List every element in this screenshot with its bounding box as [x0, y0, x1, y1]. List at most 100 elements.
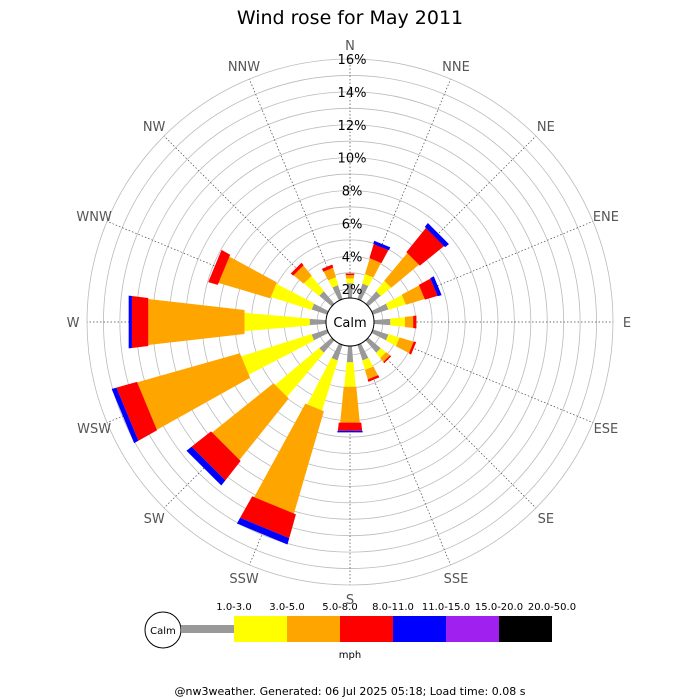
compass-label-nne: NNE	[442, 60, 470, 75]
legend-bin-label-2: 5.0-8.0	[322, 602, 357, 613]
calm-label: Calm	[333, 316, 366, 331]
petal-n-bin-0	[346, 283, 354, 299]
compass-label-nnw: NNW	[228, 60, 260, 75]
compass-label-ne: NE	[537, 120, 555, 135]
footer-text: @nw3weather. Generated: 06 Jul 2025 05:1…	[175, 685, 526, 698]
petal-s-bin-1	[344, 362, 356, 387]
petal-se-bin-0	[365, 337, 381, 353]
compass-label-ene: ENE	[593, 210, 619, 225]
petal-s-bin-0	[346, 345, 354, 363]
legend-swatch-6	[499, 616, 552, 642]
legend-swatch-1	[234, 616, 287, 642]
petal-ene-bin-2	[401, 285, 425, 305]
legend-swatch-5	[446, 616, 499, 642]
petal-ssw-bin-2	[254, 403, 324, 514]
compass-label-se: SE	[538, 512, 554, 527]
compass-label-sse: SSE	[444, 572, 469, 587]
petal-w-bin-0	[309, 318, 327, 326]
petal-wnw-bin-0	[311, 303, 329, 315]
petal-wnw-bin-3	[208, 249, 231, 285]
legend-bin-label-5: 15.0-20.0	[475, 602, 523, 613]
radial-tick-label: 8%	[342, 185, 363, 200]
wind-petals	[111, 223, 449, 545]
petal-nne-bin-2	[364, 258, 382, 278]
petal-se-bin-1	[375, 347, 387, 359]
calm-circle	[325, 297, 375, 347]
petal-s-bin-3	[337, 422, 363, 431]
compass-label-ssw: SSW	[229, 572, 259, 587]
petal-ssw-bin-0	[331, 343, 343, 361]
radial-tick-label: 4%	[342, 250, 363, 265]
compass-label-s: S	[346, 593, 354, 608]
petal-sse-bin-1	[362, 357, 374, 370]
petal-ese-bin-3	[408, 341, 417, 355]
petal-ne-bin-2	[384, 252, 420, 288]
petal-wsw-bin-3	[116, 381, 158, 441]
petal-sw-bin-2	[211, 383, 289, 461]
legend-swatch-2	[287, 616, 340, 642]
petal-se-bin-2	[380, 352, 390, 362]
petal-w-bin-2	[148, 299, 245, 345]
radial-tick-label: 16%	[338, 53, 367, 68]
petal-ene-bin-1	[385, 294, 406, 310]
petal-n-bin-3	[345, 273, 355, 276]
petal-ssw-bin-3	[240, 496, 296, 539]
petal-ese-bin-0	[371, 329, 389, 341]
petal-sw-bin-1	[274, 347, 325, 398]
petal-nnw-bin-1	[328, 277, 339, 288]
petal-w-bin-4	[128, 295, 132, 349]
grid-circle	[119, 91, 581, 553]
petal-sw-bin-3	[191, 431, 241, 481]
legend-swatch-0	[181, 625, 234, 633]
petal-nne-bin-1	[362, 274, 374, 287]
legend-bin-label-0: 1.0-3.0	[216, 602, 251, 613]
radial-tick-label: 14%	[338, 86, 367, 101]
petal-nnw-bin-2	[323, 267, 336, 281]
petal-n-bin-2	[345, 275, 355, 279]
petal-nne-bin-3	[369, 243, 389, 264]
compass-label-sw: SW	[144, 512, 165, 527]
petal-wnw-bin-1	[270, 283, 315, 310]
petal-ene-bin-0	[371, 303, 389, 315]
petal-ne-bin-4	[424, 223, 449, 248]
petal-wsw-bin-2	[137, 353, 251, 430]
legend-calm-label: Calm	[150, 626, 176, 637]
petal-n-bin-1	[346, 278, 354, 284]
petal-wsw-bin-1	[240, 334, 315, 375]
petal-w-bin-1	[244, 312, 310, 332]
petal-nne-bin-4	[373, 240, 391, 251]
chart-title: Wind rose for May 2011	[237, 7, 463, 29]
compass-label-wnw: WNW	[76, 210, 112, 225]
petal-w-bin-3	[131, 295, 149, 349]
petal-ssw-bin-1	[307, 357, 338, 411]
legend-swatch-4	[393, 616, 446, 642]
petal-ene-bin-4	[430, 276, 442, 297]
petal-sse-bin-3	[367, 375, 380, 382]
petal-e-bin-3	[413, 315, 417, 329]
petal-nw-bin-3	[290, 262, 304, 276]
radial-tick-label: 12%	[338, 119, 367, 134]
petal-ese-bin-1	[385, 334, 400, 346]
legend-unit-label: mph	[339, 650, 361, 661]
petal-ese-bin-2	[395, 337, 414, 354]
axis-labels: N NNE NE ENE E ESE SE SSE S SSW SW WSW W WNW NW NNW 2% 4%…	[67, 39, 632, 608]
petal-nw-bin-1	[303, 275, 325, 297]
petal-nnw-bin-0	[332, 285, 343, 301]
petal-sw-bin-0	[319, 337, 335, 353]
petal-nw-bin-2	[293, 265, 312, 284]
compass-label-e: E	[623, 316, 631, 331]
compass-label-wsw: WSW	[77, 422, 111, 437]
petal-wnw-bin-2	[218, 256, 277, 299]
legend-bin-label-1: 3.0-5.0	[269, 602, 304, 613]
legend-swatch-3	[340, 616, 393, 642]
radial-tick-label: 10%	[338, 152, 367, 167]
legend-bin-label-3: 8.0-11.0	[372, 602, 414, 613]
legend-bin-label-4: 11.0-15.0	[422, 602, 470, 613]
petal-nnw-bin-3	[321, 264, 334, 272]
petal-sw-bin-4	[186, 446, 226, 486]
petal-e-bin-0	[373, 318, 391, 326]
petal-s-bin-2	[340, 386, 360, 423]
legend: Calm mph 1.0-3.0 3.0-5.0 5.0-8.0 8.0-11.0 11…	[144, 602, 576, 661]
compass-label-ese: ESE	[594, 422, 619, 437]
